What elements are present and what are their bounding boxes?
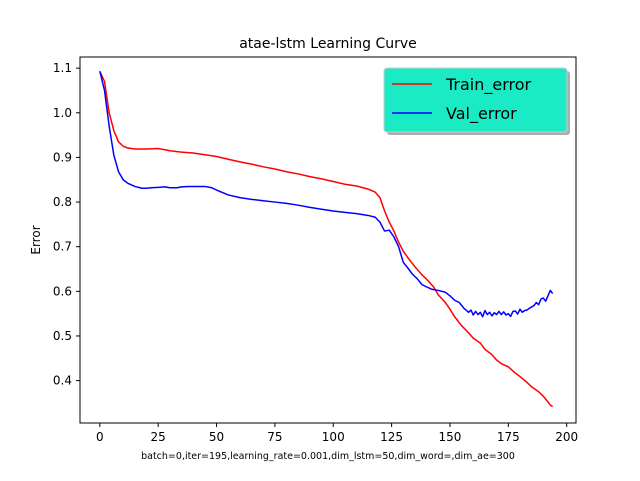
x-tick-label: 125	[380, 430, 403, 444]
x-tick-label: 100	[322, 430, 345, 444]
y-tick-label: 0.7	[53, 240, 72, 254]
series-layer	[99, 70, 554, 408]
x-tick-label: 150	[439, 430, 462, 444]
y-tick-label: 0.5	[53, 329, 72, 343]
y-tick-label: 0.9	[53, 150, 72, 164]
legend-label-train-error: Train_error	[445, 75, 532, 95]
y-tick-label: 0.6	[53, 284, 72, 298]
legend: Train_error Val_error	[383, 67, 570, 135]
series-line-val-error	[99, 71, 554, 318]
y-tick-label: 1.1	[53, 61, 72, 75]
x-axis-label: batch=0,iter=195,learning_rate=0.001,dim…	[141, 451, 515, 462]
x-tick-label: 25	[151, 430, 166, 444]
y-tick-label: 1.0	[53, 106, 72, 120]
series-line-train-error	[99, 70, 554, 408]
x-tick-label: 200	[555, 430, 578, 444]
y-tick-label: 0.4	[53, 374, 72, 388]
y-axis-label: Error	[29, 225, 43, 254]
y-axis-ticks: 0.4 0.5 0.6 0.7 0.8 0.9 1.0 1.1	[53, 61, 80, 388]
chart-title: atae-lstm Learning Curve	[239, 36, 417, 52]
x-tick-label: 0	[96, 430, 104, 444]
x-axis-ticks: 0 25 50 75 100 125 150 175 200	[96, 423, 578, 444]
x-tick-label: 175	[497, 430, 520, 444]
x-tick-label: 75	[267, 430, 282, 444]
legend-label-val-error: Val_error	[446, 104, 517, 124]
y-tick-label: 0.8	[53, 195, 72, 209]
x-tick-label: 50	[209, 430, 224, 444]
